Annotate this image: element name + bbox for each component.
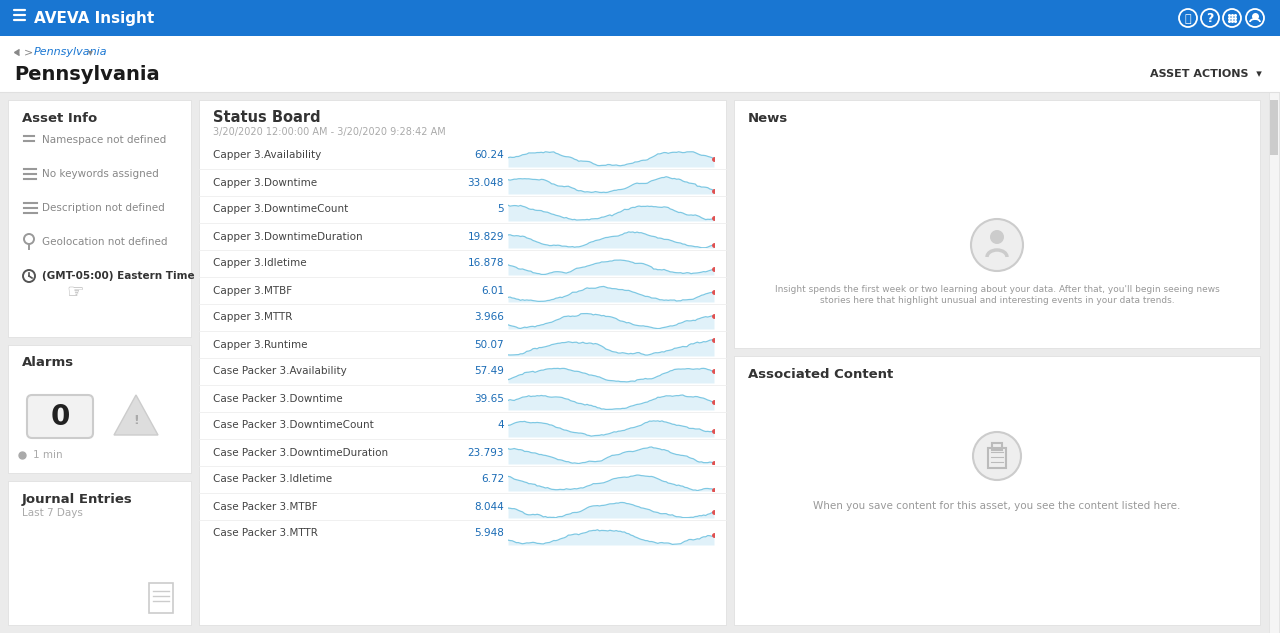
Text: 0: 0	[50, 403, 69, 431]
Bar	[8, 100, 191, 337]
Text: Capper 3.MTTR: Capper 3.MTTR	[212, 313, 292, 322]
Bar	[198, 100, 726, 625]
Text: Alarms: Alarms	[22, 356, 74, 370]
Text: 23.793: 23.793	[467, 448, 504, 458]
Bar	[733, 100, 1260, 348]
Text: stories here that highlight unusual and interesting events in your data trends.: stories here that highlight unusual and …	[819, 296, 1174, 305]
Text: AVEVA Insight: AVEVA Insight	[35, 11, 155, 25]
Circle shape	[972, 219, 1023, 271]
Text: !: !	[133, 415, 138, 427]
Text: >: >	[24, 47, 33, 57]
Text: Associated Content: Associated Content	[748, 368, 893, 380]
Polygon shape	[114, 395, 157, 435]
Bar	[992, 443, 1002, 450]
Text: Last 7 Days: Last 7 Days	[22, 508, 83, 518]
Text: Capper 3.Runtime: Capper 3.Runtime	[212, 339, 307, 349]
Text: ?: ?	[1206, 13, 1213, 25]
Text: ▾: ▾	[88, 47, 93, 57]
Text: Case Packer 3.Idletime: Case Packer 3.Idletime	[212, 475, 332, 484]
Text: 33.048: 33.048	[467, 177, 504, 187]
Text: Insight spends the first week or two learning about your data. After that, you'l: Insight spends the first week or two lea…	[774, 285, 1220, 294]
Text: No keywords assigned: No keywords assigned	[42, 169, 159, 179]
Text: Capper 3.Availability: Capper 3.Availability	[212, 151, 321, 161]
Bar	[148, 583, 173, 613]
Text: Case Packer 3.DowntimeCount: Case Packer 3.DowntimeCount	[212, 420, 374, 430]
Text: Namespace not defined: Namespace not defined	[42, 135, 166, 145]
Bar	[0, 36, 1280, 92]
Text: ☞: ☞	[67, 284, 83, 303]
Text: Capper 3.DowntimeCount: Capper 3.DowntimeCount	[212, 204, 348, 215]
Text: 19.829: 19.829	[467, 232, 504, 242]
Text: News: News	[748, 111, 788, 125]
Text: Capper 3.MTBF: Capper 3.MTBF	[212, 285, 292, 296]
Text: Description not defined: Description not defined	[42, 203, 165, 213]
Circle shape	[973, 432, 1021, 480]
Text: Journal Entries: Journal Entries	[22, 492, 133, 506]
Text: 16.878: 16.878	[467, 258, 504, 268]
Text: Pennsylvania: Pennsylvania	[35, 47, 108, 57]
Text: (GMT-05:00) Eastern Time: (GMT-05:00) Eastern Time	[42, 271, 195, 281]
Text: 39.65: 39.65	[474, 394, 504, 403]
Text: Asset Info: Asset Info	[22, 111, 97, 125]
Bar	[733, 356, 1260, 625]
Bar	[1268, 92, 1279, 633]
Text: 3.966: 3.966	[474, 313, 504, 322]
Text: When you save content for this asset, you see the content listed here.: When you save content for this asset, yo…	[813, 501, 1180, 511]
Bar	[1270, 100, 1277, 155]
Bar	[8, 345, 191, 473]
Text: Geolocation not defined: Geolocation not defined	[42, 237, 168, 247]
Circle shape	[989, 230, 1004, 244]
Text: Case Packer 3.MTBF: Case Packer 3.MTBF	[212, 501, 317, 511]
Text: 6.72: 6.72	[481, 475, 504, 484]
Text: Case Packer 3.Availability: Case Packer 3.Availability	[212, 367, 347, 377]
Text: 1 min: 1 min	[33, 450, 63, 460]
Bar	[988, 448, 1006, 468]
Text: 6.01: 6.01	[481, 285, 504, 296]
Text: 4: 4	[498, 420, 504, 430]
Text: Capper 3.DowntimeDuration: Capper 3.DowntimeDuration	[212, 232, 362, 242]
Text: Pennsylvania: Pennsylvania	[14, 65, 160, 84]
Text: 3/20/2020 12:00:00 AM - 3/20/2020 9:28:42 AM: 3/20/2020 12:00:00 AM - 3/20/2020 9:28:4…	[212, 127, 445, 137]
Text: Case Packer 3.MTTR: Case Packer 3.MTTR	[212, 529, 317, 539]
Bar	[8, 481, 191, 625]
Text: 5: 5	[498, 204, 504, 215]
Text: 🔔: 🔔	[1185, 14, 1192, 24]
Text: Case Packer 3.Downtime: Case Packer 3.Downtime	[212, 394, 343, 403]
Text: ASSET ACTIONS  ▾: ASSET ACTIONS ▾	[1151, 69, 1262, 79]
Text: 8.044: 8.044	[475, 501, 504, 511]
Text: Status Board: Status Board	[212, 111, 320, 125]
Bar	[0, 0, 1280, 36]
Text: Capper 3.Idletime: Capper 3.Idletime	[212, 258, 307, 268]
FancyBboxPatch shape	[27, 395, 93, 438]
Text: 57.49: 57.49	[474, 367, 504, 377]
Text: 5.948: 5.948	[474, 529, 504, 539]
Text: 50.07: 50.07	[475, 339, 504, 349]
Text: 60.24: 60.24	[475, 151, 504, 161]
Text: Capper 3.Downtime: Capper 3.Downtime	[212, 177, 317, 187]
Text: Case Packer 3.DowntimeDuration: Case Packer 3.DowntimeDuration	[212, 448, 388, 458]
